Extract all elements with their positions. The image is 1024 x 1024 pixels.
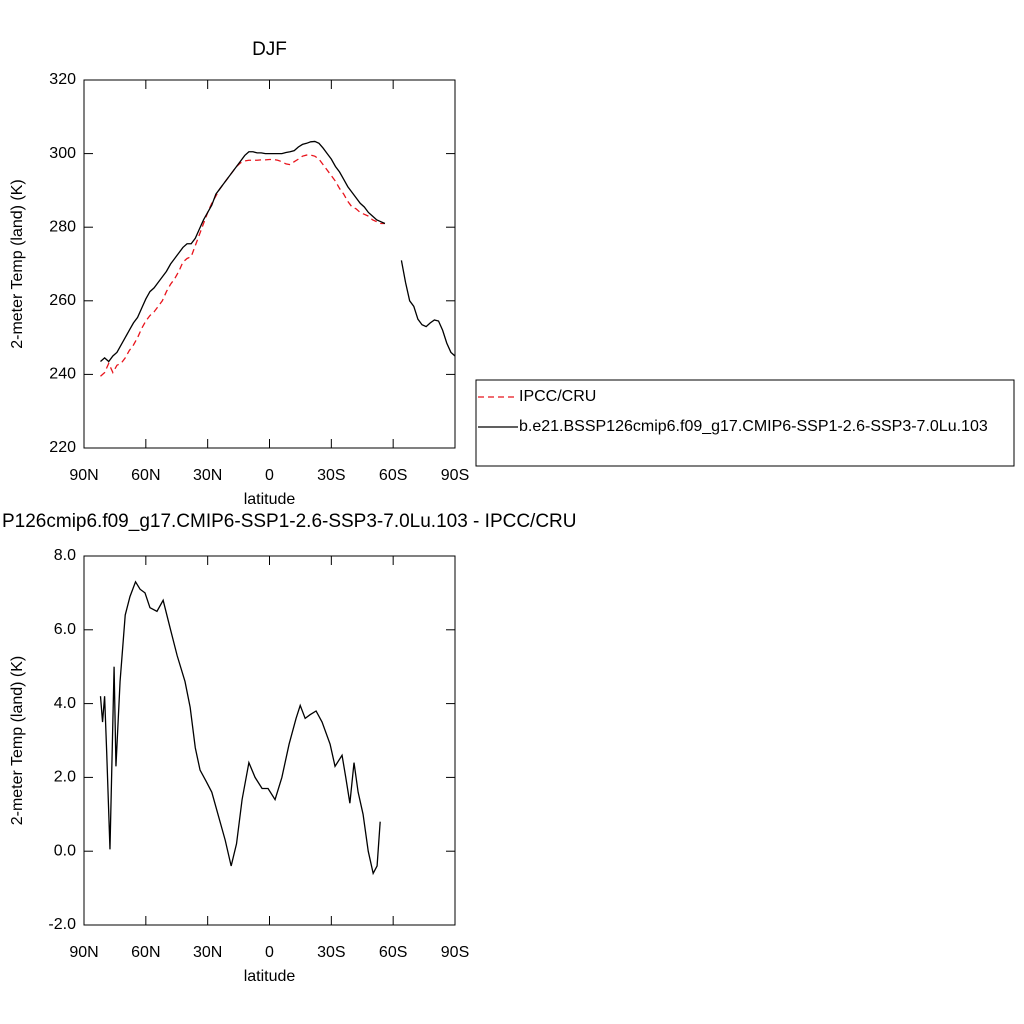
y-tick-label: 2.0 [54,769,76,786]
x-tick-label: 60N [131,944,160,961]
legend-label: b.e21.BSSP126cmip6.f09_g17.CMIP6-SSP1-2.… [519,418,988,435]
y-tick-label: 280 [49,218,76,235]
data-line [100,154,385,377]
x-tick-label: 30S [317,944,345,961]
y-axis-label: 2-meter Temp (land) (K) [9,179,26,349]
y-tick-label: 320 [49,71,76,88]
x-tick-label: 30S [317,467,345,484]
y-tick-label: 260 [49,292,76,309]
data-line [100,140,456,363]
y-tick-label: 6.0 [54,621,76,638]
x-axis-label: latitude [244,491,296,508]
x-tick-label: 90N [69,467,98,484]
x-tick-label: 0 [265,944,274,961]
plot-frame [83,555,456,926]
y-tick-label: 240 [49,366,76,383]
y-tick-label: -2.0 [48,916,76,933]
x-tick-label: 60N [131,467,160,484]
y-tick-label: 4.0 [54,695,76,712]
x-tick-label: 30N [193,944,222,961]
x-tick-label: 90S [441,944,469,961]
chart-title: DJF [252,39,287,60]
x-tick-label: 90S [441,467,469,484]
y-tick-label: 8.0 [54,547,76,564]
y-tick-label: 300 [49,145,76,162]
x-tick-label: 30N [193,467,222,484]
legend-label: IPCC/CRU [519,388,596,405]
y-tick-label: 0.0 [54,842,76,859]
x-tick-label: 0 [265,467,274,484]
x-tick-label: 60S [379,467,407,484]
x-axis-label: latitude [244,968,296,985]
legend-box [475,379,1015,467]
x-tick-label: 60S [379,944,407,961]
plot-frame [83,79,456,449]
data-line [99,580,381,876]
x-tick-label: 90N [69,944,98,961]
y-tick-label: 220 [49,439,76,456]
y-axis-label: 2-meter Temp (land) (K) [9,656,26,826]
chart-title: P126cmip6.f09_g17.CMIP6-SSP1-2.6-SSP3-7.… [2,511,577,532]
